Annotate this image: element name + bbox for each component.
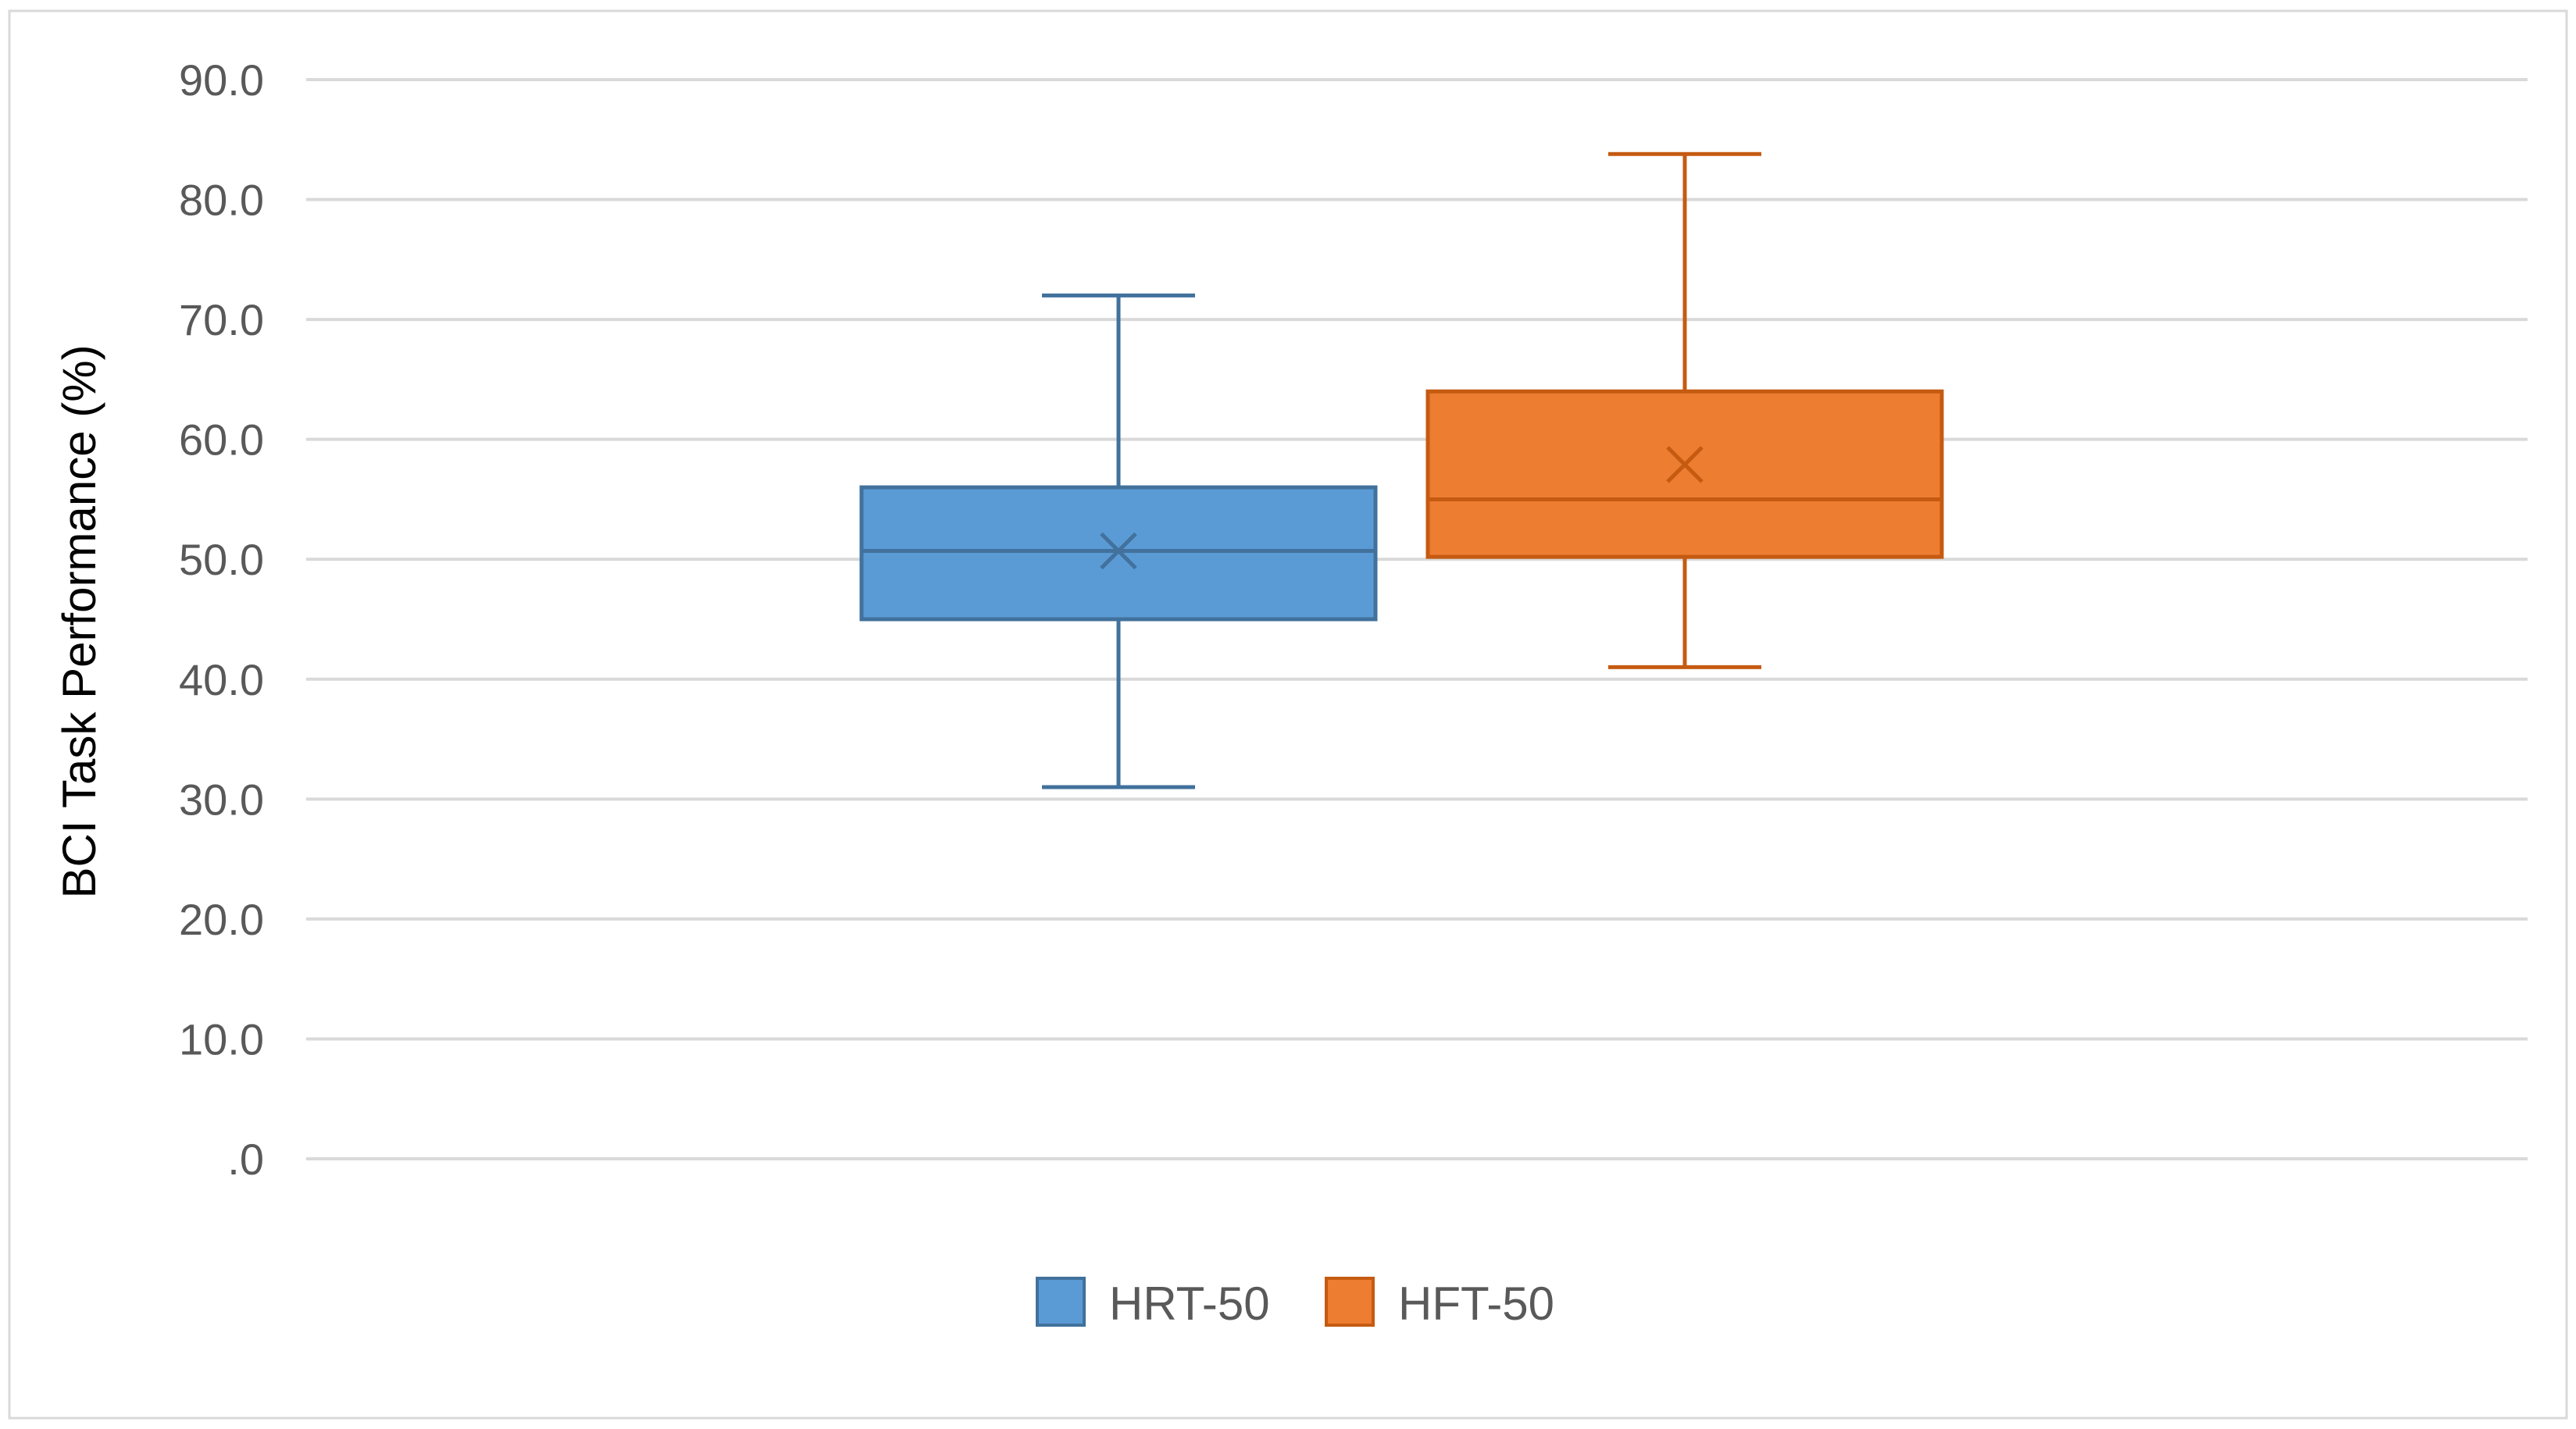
gridlines: [306, 78, 2528, 1160]
legend: HRT-50 HFT-50: [1036, 1277, 1554, 1330]
y-tick-label: 20.0: [179, 895, 264, 944]
y-tick-label: 70.0: [179, 295, 264, 344]
y-tick-label: .0: [227, 1135, 264, 1184]
mean-marker: [1666, 446, 1704, 483]
interquartile-box: [1425, 389, 1944, 559]
box-hft-50: [1425, 151, 1944, 669]
y-tick-label: 60.0: [179, 415, 264, 465]
legend-label: HRT-50: [1109, 1278, 1270, 1330]
y-tick-label: 10.0: [179, 1014, 264, 1064]
legend-label: HFT-50: [1398, 1278, 1554, 1330]
y-tick-label: 30.0: [179, 775, 264, 824]
legend-item-hft-50: HFT-50: [1325, 1277, 1554, 1330]
legend-swatch: [1325, 1277, 1375, 1327]
y-tick-label: 50.0: [179, 535, 264, 584]
mean-marker: [1100, 532, 1137, 570]
y-axis-title: BCI Task Performance (%): [53, 344, 105, 898]
y-tick-label: 90.0: [179, 55, 264, 105]
box-series: [859, 151, 1944, 789]
y-tick-label: 80.0: [179, 176, 264, 225]
box-hrt-50: [859, 293, 1378, 789]
y-axis-tick-labels: .0 10.0 20.0 30.0 40.0 50.0 60.0 70.0 80.0 90.0: [179, 55, 264, 1184]
y-tick-label: 40.0: [179, 655, 264, 704]
legend-item-hrt-50: HRT-50: [1036, 1277, 1270, 1330]
chart-border: [8, 9, 2568, 1420]
legend-swatch: [1036, 1277, 1086, 1327]
